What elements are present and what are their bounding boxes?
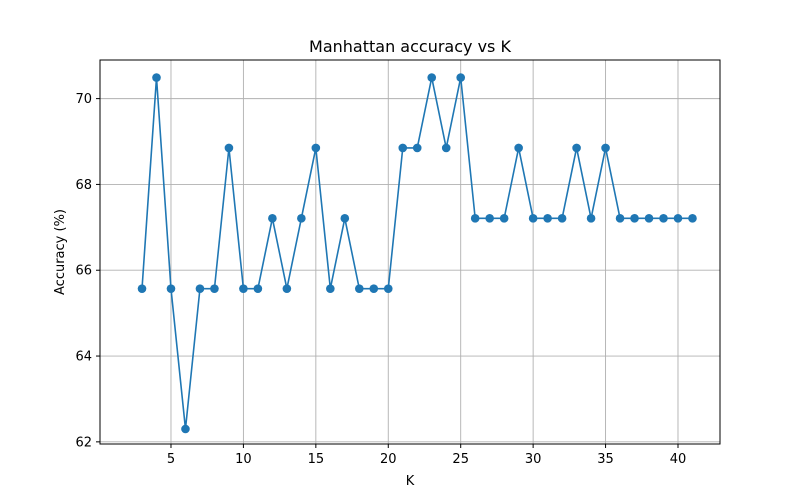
y-tick-label: 62 (75, 435, 92, 450)
y-axis-label: Accuracy (%) (53, 209, 68, 295)
data-point (528, 214, 538, 223)
y-axis: 62 64 66 68 70 (75, 92, 100, 450)
data-point (470, 214, 480, 223)
data-point (340, 214, 350, 223)
x-axis: 5 10 15 20 25 30 35 40 (167, 444, 686, 467)
x-tick-label: 15 (308, 452, 325, 467)
x-tick-label: 5 (167, 452, 175, 467)
y-tick-label: 64 (75, 350, 92, 365)
data-point (195, 284, 205, 293)
data-point (398, 143, 408, 153)
data-point (630, 214, 639, 223)
data-point (268, 214, 277, 223)
data-point (644, 214, 654, 223)
data-point (673, 214, 683, 223)
data-point (354, 284, 364, 293)
data-point (239, 284, 248, 293)
grid (100, 60, 720, 444)
data-point (499, 214, 509, 223)
data-point (688, 214, 697, 223)
data-point (369, 284, 379, 293)
data-point (514, 143, 523, 153)
data-point (601, 143, 610, 153)
data-point (586, 214, 596, 223)
series-layer (137, 73, 697, 434)
y-tick-label: 66 (75, 264, 92, 279)
plot-frame (99, 59, 721, 445)
data-point (615, 214, 625, 223)
data-point (326, 284, 335, 293)
chart-title: Manhattan accuracy vs K (309, 37, 511, 56)
data-point (441, 143, 451, 153)
data-point (181, 424, 190, 434)
x-tick-label: 40 (670, 452, 687, 467)
data-point (253, 284, 263, 293)
x-tick-label: 10 (235, 452, 252, 467)
data-point (572, 143, 581, 153)
data-point (485, 214, 494, 223)
y-tick-label: 70 (75, 92, 92, 107)
x-tick-label: 35 (597, 452, 614, 467)
data-point (383, 284, 393, 293)
data-point (137, 284, 147, 293)
data-point (557, 214, 567, 223)
data-point (166, 284, 176, 293)
data-point (297, 214, 306, 223)
data-point (311, 143, 321, 153)
data-point (456, 73, 466, 82)
x-tick-label: 30 (525, 452, 542, 467)
x-tick-label: 20 (380, 452, 397, 467)
x-axis-label: K (406, 474, 415, 489)
data-point (427, 73, 437, 82)
y-tick-label: 68 (75, 178, 92, 193)
data-point (412, 143, 422, 153)
data-point (543, 214, 552, 223)
data-point (659, 214, 668, 223)
data-point (152, 73, 161, 82)
data-point (224, 143, 234, 153)
data-point (210, 284, 219, 293)
x-tick-label: 25 (452, 452, 469, 467)
data-point (282, 284, 292, 293)
